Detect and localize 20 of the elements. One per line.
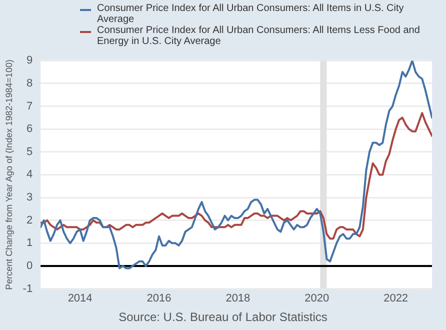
source-note: Source: U.S. Bureau of Labor Statistics [118,310,328,324]
y-tick-label: -1 [22,282,33,295]
x-tick-label: 2014 [68,292,92,304]
y-tick-label: 4 [26,168,33,181]
y-tick-label: 1 [26,237,33,250]
x-tick-label: 2018 [226,292,250,304]
y-tick-label: 2 [26,214,33,226]
y-tick-label: 9 [26,54,33,67]
x-tick-label: 2022 [384,292,408,304]
y-axis-title: Percent Change from Year Ago of (Index 1982-1984=100) [4,59,14,290]
y-tick-label: 6 [26,123,33,136]
y-tick-label: 7 [26,100,33,112]
legend-label: Consumer Price Index for All Urban Consumers: All Items Less Food and Energy in U.S. City Average [97,25,421,47]
y-tick-label: 0 [26,260,33,272]
x-tick-label: 2020 [304,292,330,304]
legend-label: Consumer Price Index for All Urban Consumers: All Items in U.S. City Average [97,3,405,25]
y-tick-label: 3 [26,192,33,204]
y-tick-label: 5 [26,146,33,158]
x-tick-label: 2016 [146,292,172,304]
y-tick-label: 8 [26,77,33,90]
